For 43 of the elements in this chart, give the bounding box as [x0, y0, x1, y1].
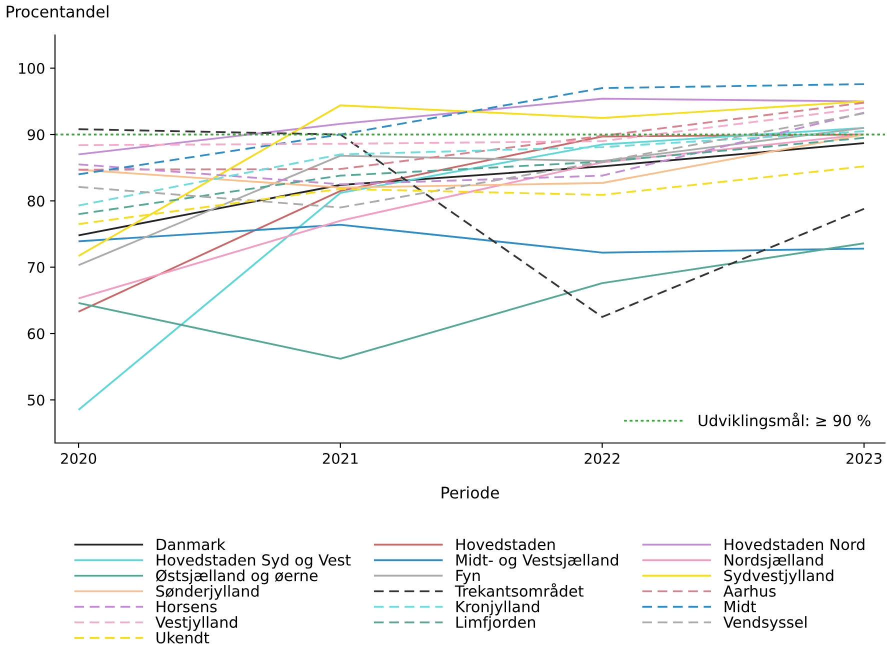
line-series: [78, 100, 865, 257]
legend-label: Vendsyssel: [723, 616, 806, 631]
x-tick-label: 2022: [584, 452, 620, 464]
legend-label: Fyn: [456, 570, 480, 584]
legend-label: Trekantsområdet: [454, 583, 584, 597]
line-series: [78, 242, 865, 360]
x-tick-label: 2021: [322, 452, 358, 464]
x-tick-label: 2023: [846, 452, 882, 464]
x-axis-title: Periode: [442, 486, 499, 499]
y-tick-label: 100: [19, 62, 44, 74]
line-series: [78, 107, 865, 146]
legend-label: Sydvestjylland: [724, 569, 834, 584]
line-series: [78, 102, 865, 171]
y-tick-label: 60: [28, 328, 44, 340]
legend-label: Nordsjælland: [724, 554, 823, 569]
legend-label: Aarhus: [723, 585, 776, 597]
legend-label: Hovedstaden Nord: [724, 538, 864, 550]
line-series: [78, 126, 865, 411]
legend-label: Danmark: [156, 538, 226, 550]
legend-label: Sønderjylland: [156, 585, 259, 600]
line-series: [78, 130, 865, 206]
legend-label: Østsjælland og øerne: [156, 569, 318, 584]
y-tick-label: 70: [28, 262, 44, 273]
legend-label: Ukendt: [156, 632, 210, 644]
y-tick-label: 80: [28, 196, 44, 207]
legend-label: Midt: [724, 600, 756, 612]
legend-label: Hovedstaden: [456, 538, 555, 550]
legend-label: Limfjorden: [456, 616, 536, 631]
legend-label: Vestjylland: [155, 616, 238, 631]
legend-label: Horsens: [156, 601, 217, 612]
y-tick-label: 90: [28, 129, 44, 140]
legend-label: Udviklingsmål: ≥ 90 %: [698, 412, 870, 430]
legend-label: Kronjylland: [456, 600, 540, 616]
y-axis-title: Procentandel: [6, 5, 108, 18]
x-tick-label: 2020: [61, 452, 96, 464]
legend-label: Hovedstaden Syd og Vest: [156, 554, 351, 569]
line-series: [78, 136, 865, 216]
legend-label: Midt- og Vestsjælland: [456, 554, 618, 569]
y-tick-label: 50: [28, 394, 44, 406]
line-series: [78, 83, 865, 176]
line-series: [78, 224, 865, 254]
line-series: [78, 142, 865, 236]
line-series: [78, 112, 865, 186]
